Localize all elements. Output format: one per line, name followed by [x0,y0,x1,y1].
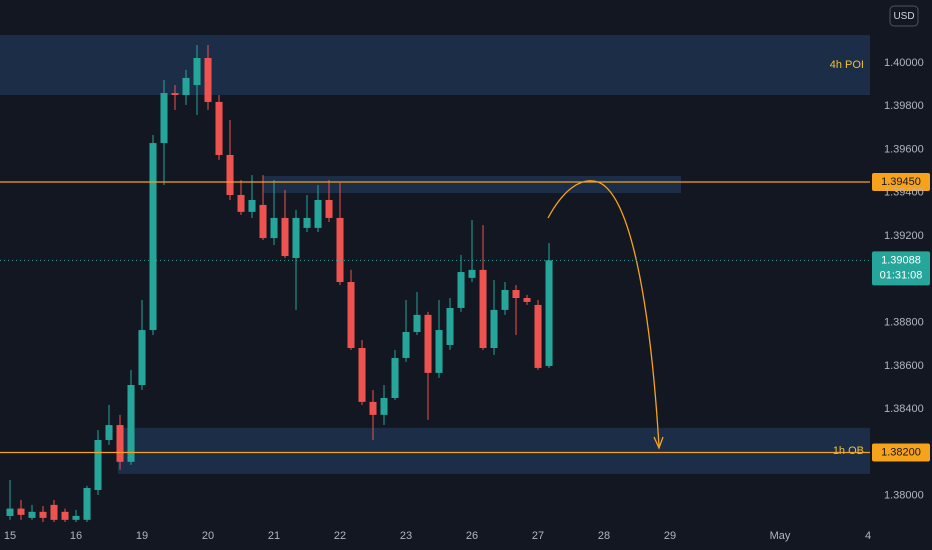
y-tick-label: 1.38800 [884,317,924,329]
candle-body [314,199,322,228]
y-tick-label: 1.39200 [884,230,924,242]
candle-body [512,290,520,299]
candle-body [116,425,124,462]
candle-body [83,488,91,520]
candle-body [6,508,14,516]
x-tick-label: 16 [70,530,82,542]
candle-body [138,330,146,386]
candle-body [215,101,223,155]
candle-body [237,194,245,212]
candle-body [127,385,135,462]
candle-body [446,307,454,345]
last-price-label: 1.39088 [881,254,921,266]
candle-body [391,357,399,398]
candle-body [226,154,234,195]
candle-body [248,199,256,212]
projection-arrowhead [653,436,664,450]
level-label: 1.38200 [881,446,921,458]
y-tick-label: 1.39400 [884,187,924,199]
y-tick-label: 1.38600 [884,360,924,372]
candle-body [160,93,168,144]
level-label: 1.39450 [881,176,921,188]
candles [6,45,553,522]
x-tick-label: 20 [202,530,214,542]
candle-body [28,511,36,518]
x-tick-label: 4 [865,530,871,542]
candle-body [61,511,69,520]
candle-body [94,439,102,490]
candle-body [413,314,421,332]
last-price-box [872,251,930,286]
x-tick-label: 27 [532,530,544,542]
candle-body [435,330,443,373]
y-tick-label: 1.38400 [884,403,924,415]
candle-body [204,58,212,102]
y-tick-label: 1.39800 [884,100,924,112]
zone-label: 1h OB [833,445,864,457]
candle-body [105,425,113,440]
x-tick-label: 19 [136,530,148,542]
candle-body [468,269,476,278]
zone [263,175,682,194]
countdown-label: 01:31:08 [880,269,923,281]
x-tick-label: 23 [400,530,412,542]
axes: 1.38000 1.38400 1.38600 1.38800 1.39200 1.394… [4,57,924,542]
projection-curve [547,180,660,447]
candle-body [380,397,388,415]
y-tick-label: 1.40000 [884,57,924,69]
level-box [872,443,930,462]
candle-body [17,508,25,515]
candle-body [171,93,179,96]
level-box [872,173,930,192]
candle-body [358,348,366,402]
candle-body [490,309,498,348]
candle-body [193,58,201,86]
candle-body [545,260,553,366]
candle-body [72,515,80,520]
candle-body [336,217,344,282]
candle-body [523,298,531,302]
currency-label: USD [893,11,914,22]
candle-body [501,290,509,310]
x-tick-label: 21 [268,530,280,542]
y-tick-label: 1.39600 [884,143,924,155]
x-tick-label: 22 [334,530,346,542]
x-tick-label: 26 [466,530,478,542]
candle-body [39,511,47,518]
candle-body [259,204,267,239]
zone [117,427,870,474]
candle-body [50,504,58,520]
candle-body [149,143,157,331]
x-tick-label: 29 [664,530,676,542]
zones [0,35,870,474]
candle-body [270,217,278,239]
zone-label: 4h POI [830,59,864,71]
candle-body [347,281,355,348]
candle-body [457,272,465,308]
candle-body [292,217,300,258]
candle-body [534,304,542,368]
candle-body [479,269,487,348]
y-tick-label: 1.38000 [884,490,924,502]
zone [0,35,870,96]
candle-body [303,217,311,228]
candle-body [281,217,289,257]
x-tick-label: May [770,530,791,542]
candle-body [369,401,377,415]
candle-body [402,331,410,358]
x-tick-label: 15 [4,530,16,542]
currency-box[interactable] [889,5,919,27]
candle-body [182,77,190,96]
candle-body [424,314,432,373]
candle-body [325,199,333,218]
x-tick-label: 28 [598,530,610,542]
overlay: 4h POI 1h OB 1.39088 01:31:08 1.39450 1.38200 [0,59,930,462]
